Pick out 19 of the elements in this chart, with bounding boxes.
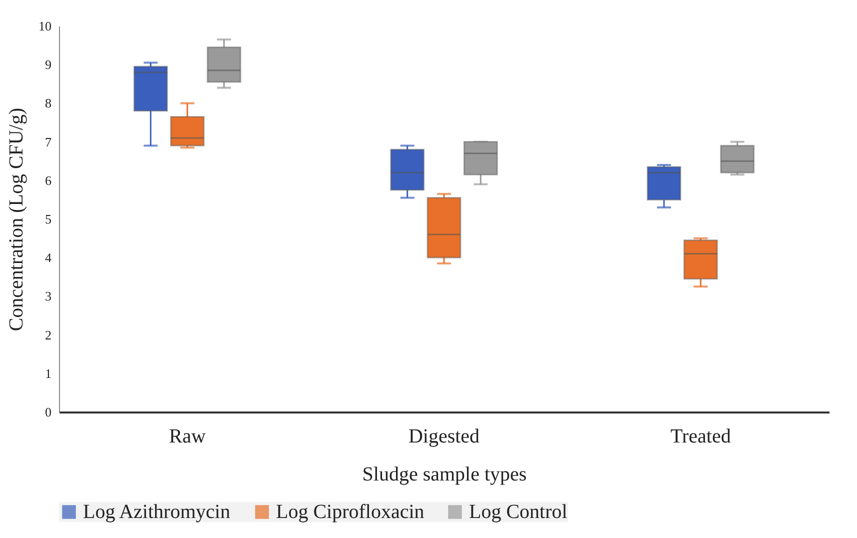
y-tick-label: 7 bbox=[45, 134, 52, 150]
x-tick-label: Raw bbox=[168, 426, 206, 448]
y-tick-label: 3 bbox=[45, 288, 52, 304]
x-axis-title: Sludge sample types bbox=[362, 464, 527, 486]
x-tick-label: Digested bbox=[408, 426, 480, 448]
y-tick-label: 0 bbox=[45, 404, 52, 420]
y-tick-label: 2 bbox=[45, 327, 52, 342]
y-tick-label: 5 bbox=[45, 212, 52, 226]
y-tick-label: 1 bbox=[45, 366, 52, 381]
y-tick-label: 10 bbox=[38, 18, 52, 34]
y-tick-label: 9 bbox=[45, 57, 52, 72]
y-tick-label: 4 bbox=[45, 250, 52, 266]
y-tick-label: 8 bbox=[45, 96, 52, 111]
x-tick-label: Treated bbox=[670, 426, 731, 448]
legend-label: Log Ciprofloxacin bbox=[276, 501, 424, 523]
y-axis-title: Concentration (Log CFU/g) bbox=[6, 108, 28, 332]
y-tick-label: 6 bbox=[45, 172, 52, 188]
legend-label: Log Azithromycin bbox=[83, 501, 230, 523]
legend-label: Log Control bbox=[469, 501, 568, 523]
